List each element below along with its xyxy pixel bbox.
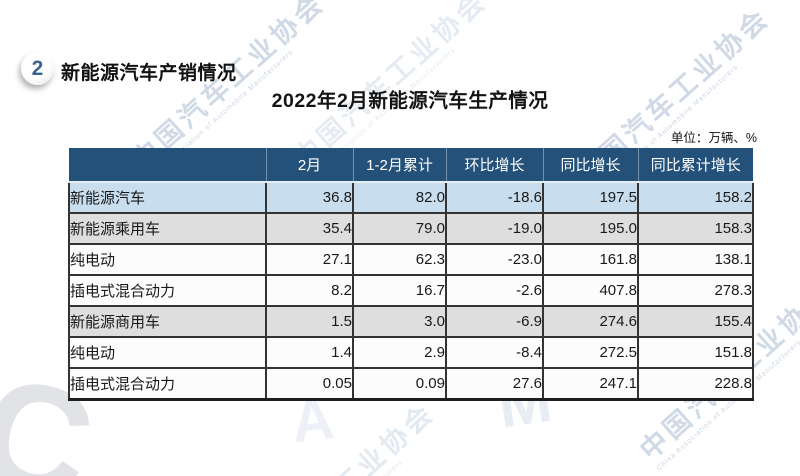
column-header-blank: [69, 148, 267, 183]
cell-value: 274.6: [542, 305, 639, 338]
section-number-badge: 2: [21, 52, 54, 85]
cell-value: -6.9: [445, 305, 544, 338]
table-row-bev-commercial: 纯电动 1.4 2.9 -8.4 272.5 151.8: [68, 336, 754, 369]
row-label: 插电式混合动力: [68, 367, 267, 401]
cell-value: 228.8: [637, 367, 754, 401]
cell-value: 35.4: [265, 212, 354, 245]
cell-value: -2.6: [445, 274, 544, 307]
row-label: 纯电动: [68, 243, 267, 276]
column-header-mom-growth: 环比增长: [446, 148, 544, 183]
watermark-text-band: 中国汽车工业协会 China Association of Automobile…: [236, 397, 447, 476]
cell-value: 8.2: [265, 274, 354, 307]
section-title: 新能源汽车产销情况: [61, 63, 237, 84]
cell-value: 27.1: [265, 243, 354, 276]
page-title: 2022年2月新能源汽车生产情况: [271, 90, 549, 112]
cell-value: 1.4: [265, 336, 354, 369]
watermark-cjk-text: 中国汽车工业协会: [236, 397, 440, 476]
cell-value: -23.0: [445, 243, 544, 276]
row-label: 新能源汽车: [68, 181, 267, 214]
cell-value: 82.0: [352, 181, 447, 214]
cell-value: -19.0: [445, 212, 544, 245]
cell-value: -18.6: [445, 181, 544, 214]
cell-value: 161.8: [542, 243, 639, 276]
cell-value: 62.3: [352, 243, 447, 276]
cell-value: 36.8: [265, 181, 354, 214]
cell-value: 247.1: [542, 367, 639, 401]
cell-value: 0.09: [352, 367, 447, 401]
column-header-yoy-growth: 同比增长: [543, 148, 639, 183]
table-row-nev-passenger: 新能源乘用车 35.4 79.0 -19.0 195.0 158.3: [68, 212, 754, 245]
column-header-feb: 2月: [266, 148, 354, 183]
table-row-nev-total: 新能源汽车 36.8 82.0 -18.6 197.5 158.2: [68, 181, 754, 214]
cell-value: 151.8: [637, 336, 754, 369]
row-label: 插电式混合动力: [68, 274, 267, 307]
cell-value: 407.8: [542, 274, 639, 307]
cell-value: 155.4: [637, 305, 754, 338]
row-label: 纯电动: [68, 336, 267, 369]
column-header-cumulative: 1-2月累计: [353, 148, 447, 183]
cell-value: 0.05: [265, 367, 354, 401]
cell-value: 158.3: [637, 212, 754, 245]
table-row-bev-passenger: 纯电动 27.1 62.3 -23.0 161.8 138.1: [68, 243, 754, 276]
cell-value: 272.5: [542, 336, 639, 369]
watermark-english-text: China Association of Automobile Manufact…: [258, 421, 447, 476]
row-label: 新能源乘用车: [68, 212, 267, 245]
cell-value: 197.5: [542, 181, 639, 214]
table-row-phev-commercial: 插电式混合动力 0.05 0.09 27.6 247.1 228.8: [68, 367, 754, 401]
cell-value: 27.6: [445, 367, 544, 401]
table-row-phev-passenger: 插电式混合动力 8.2 16.7 -2.6 407.8 278.3: [68, 274, 754, 307]
column-header-yoy-cumulative-growth: 同比累计增长: [638, 148, 753, 183]
production-table: 2月 1-2月累计 环比增长 同比增长 同比累计增长 新能源汽车 36.8 82…: [68, 148, 754, 401]
cell-value: 1.5: [265, 305, 354, 338]
cell-value: 278.3: [637, 274, 754, 307]
cell-value: 16.7: [352, 274, 447, 307]
cell-value: 195.0: [542, 212, 639, 245]
cell-value: 138.1: [637, 243, 754, 276]
cell-value: 3.0: [352, 305, 447, 338]
row-label: 新能源商用车: [68, 305, 267, 338]
cell-value: 158.2: [637, 181, 754, 214]
cell-value: 79.0: [352, 212, 447, 245]
cell-value: 2.9: [352, 336, 447, 369]
table-header-row: 2月 1-2月累计 环比增长 同比增长 同比累计增长: [69, 148, 753, 183]
unit-label: 单位：万辆、%: [670, 131, 757, 145]
table-row-nev-commercial: 新能源商用车 1.5 3.0 -6.9 274.6 155.4: [68, 305, 754, 338]
cell-value: -8.4: [445, 336, 544, 369]
